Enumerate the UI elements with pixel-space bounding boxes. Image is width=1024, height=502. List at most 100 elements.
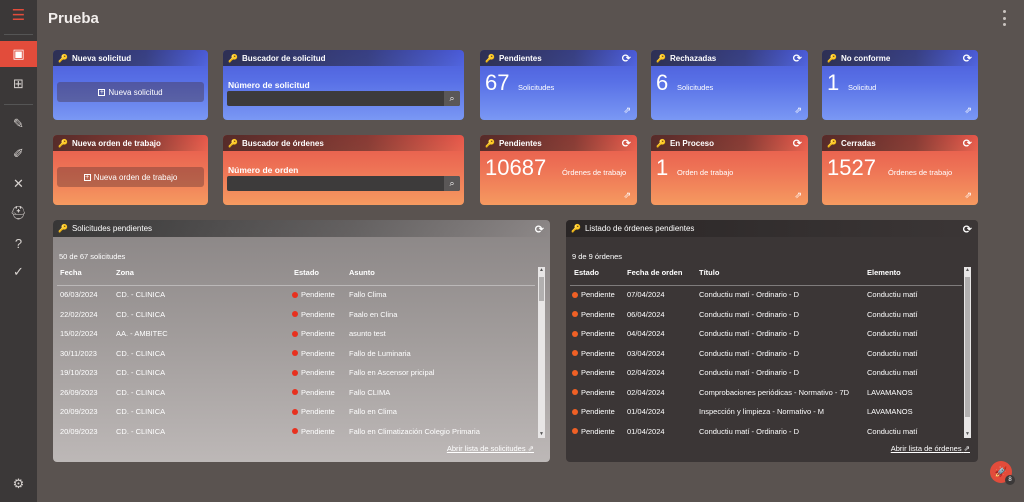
table-row[interactable]: 20/09/2023 CD. - CLINICA Pendiente Fallo en… <box>53 403 550 422</box>
table-row[interactable]: 22/02/2024 CD. - CLINICA Pendiente Faalo en… <box>53 306 550 325</box>
table-cell: Conductiu matí <box>867 349 917 358</box>
new-order-button[interactable]: + Nueva orden de trabajo <box>57 167 204 187</box>
table-row[interactable]: 06/03/2024 CD. - CLINICA Pendiente Fallo Cl… <box>53 286 550 305</box>
status-dot <box>292 311 298 317</box>
more-options-icon[interactable] <box>1000 10 1008 26</box>
cell-text: 30/11/2023 <box>60 348 97 358</box>
search-icon[interactable]: ⌕ <box>444 176 460 191</box>
table-row[interactable]: 15/02/2024 AA. - AMBITEC Pendiente asunto t… <box>53 325 550 344</box>
table-cell: Pendiente <box>292 349 335 358</box>
table-row[interactable]: Pendiente 02/04/2024 Conductiu matí - Ordi… <box>566 364 978 383</box>
open-requests-link[interactable]: Abrir lista de solicitudes ⇗ <box>447 444 534 453</box>
table-row[interactable]: 20/09/2023 CD. - CLINICA Pendiente Fallo en… <box>53 423 550 442</box>
new-request-button[interactable]: + Nueva solicitud <box>57 82 204 102</box>
column-header[interactable]: Estado <box>574 268 600 277</box>
table-row[interactable]: 26/09/2023 CD. - CLINICA Pendiente Fallo CL… <box>53 384 550 403</box>
table-row[interactable]: Pendiente 04/04/2024 Conductiu matí - Ordi… <box>566 325 978 344</box>
search-icon[interactable]: ⌕ <box>444 91 460 106</box>
requests-table: Fecha Zona Estado Asunto 06/03/2024 CD. -… <box>53 268 550 438</box>
orders-scrollbar[interactable]: ▲ ▼ <box>964 267 971 438</box>
key-icon: 🔑 <box>228 53 238 63</box>
order-number-input[interactable]: ⌕ <box>227 176 460 191</box>
nonconforming-requests-card[interactable]: 🔑 No conforme ⟳ 1 Solicitud ⇗ <box>822 50 978 120</box>
scroll-thumb[interactable] <box>539 277 544 301</box>
table-cell: 06/03/2024 <box>60 290 98 299</box>
column-header[interactable]: Asunto <box>349 268 375 277</box>
table-row[interactable]: Pendiente 06/04/2024 Conductiu matí - Ordi… <box>566 306 978 325</box>
refresh-icon[interactable]: ⟳ <box>962 224 972 236</box>
table-row[interactable]: Pendiente 01/04/2024 Inspección y limpieza… <box>566 403 978 422</box>
cell-text: Fallo en Clima <box>349 407 397 416</box>
table-row[interactable]: Pendiente 03/04/2024 Conductiu matí - Ordi… <box>566 345 978 364</box>
refresh-icon[interactable]: ⟳ <box>962 53 972 65</box>
cell-text: Pendiente <box>581 387 615 397</box>
table-cell: Conductiu matí - Ordinario - D <box>699 290 799 299</box>
table-cell: 01/04/2024 <box>627 407 665 416</box>
table-cell: Fallo en Clima <box>349 407 397 416</box>
layout-icon[interactable]: ▣ <box>0 41 37 67</box>
refresh-icon[interactable]: ⟳ <box>962 138 972 150</box>
scroll-down-icon[interactable]: ▼ <box>965 431 970 437</box>
open-orders-link[interactable]: Abrir lista de órdenes ⇗ <box>891 444 970 453</box>
gear-icon[interactable]: ⚙ <box>12 476 25 491</box>
closed-orders-card[interactable]: 🔑 Cerradas ⟳ 1527 Órdenes de trabajo ⇗ <box>822 135 978 205</box>
scroll-down-icon[interactable]: ▼ <box>539 431 544 437</box>
refresh-icon[interactable]: ⟳ <box>792 138 802 150</box>
cell-text: 01/04/2024 <box>627 407 665 416</box>
refresh-icon[interactable]: ⟳ <box>534 224 544 236</box>
external-link-icon[interactable]: ⇗ <box>623 190 631 200</box>
refresh-icon[interactable]: ⟳ <box>792 53 802 65</box>
refresh-icon[interactable]: ⟳ <box>621 53 631 65</box>
cell-text: Conductiu matí - Ordinario - D <box>699 426 800 436</box>
external-link-icon[interactable]: ⇗ <box>794 190 802 200</box>
check-circle-icon[interactable]: ✓ <box>13 264 24 279</box>
status-dot <box>292 330 298 337</box>
pending-requests-card[interactable]: 🔑 Pendientes ⟳ 67 Solicitudes ⇗ <box>480 50 637 120</box>
column-header[interactable]: Zona <box>116 268 134 277</box>
table-cell: Pendiente <box>572 407 615 416</box>
scroll-up-icon[interactable]: ▲ <box>539 267 544 273</box>
column-header[interactable]: Fecha <box>60 268 82 277</box>
column-header[interactable]: Elemento <box>867 268 901 277</box>
count-value: 6 <box>656 70 669 95</box>
table-row[interactable]: Pendiente 01/04/2024 Conductiu matí - Ordi… <box>566 423 978 442</box>
cell-text: Pendiente <box>581 329 615 338</box>
count-value: 1 <box>656 155 669 180</box>
rejected-requests-card[interactable]: 🔑 Rechazadas ⟳ 6 Solicitudes ⇗ <box>651 50 808 120</box>
table-row[interactable]: Pendiente 07/04/2024 Conductiu matí - Ordi… <box>566 286 978 305</box>
table-cell: 07/04/2024 <box>627 290 665 299</box>
grid-icon[interactable]: ⊞ <box>13 76 24 91</box>
table-cell: 02/04/2024 <box>627 388 665 397</box>
column-header[interactable]: Estado <box>294 268 320 277</box>
table-row[interactable]: Pendiente 02/04/2024 Comprobaciones periód… <box>566 384 978 403</box>
table-cell: Conductiu matí - Ordinario - D <box>699 329 799 338</box>
help-icon[interactable]: ? <box>14 235 23 251</box>
tools-icon[interactable]: ✕ <box>13 176 24 191</box>
pending-orders-card[interactable]: 🔑 Pendientes ⟳ 10687 Órdenes de trabajo ⇗ <box>480 135 637 205</box>
brush-icon[interactable]: ✐ <box>13 146 24 161</box>
sidebar-divider <box>4 104 33 105</box>
external-link-icon[interactable]: ⇗ <box>964 105 972 115</box>
status-dot <box>572 428 578 434</box>
requests-scrollbar[interactable]: ▲ ▼ <box>538 267 545 438</box>
in-process-orders-card[interactable]: 🔑 En Proceso ⟳ 1 Orden de trabajo ⇗ <box>651 135 808 205</box>
table-cell: Pendiente <box>572 310 615 319</box>
column-header[interactable]: Fecha de orden <box>627 268 683 277</box>
helmet-icon[interactable]: ⛑ <box>10 205 27 220</box>
wrench-icon[interactable]: ✎ <box>13 116 24 131</box>
scroll-up-icon[interactable]: ▲ <box>965 267 970 273</box>
menu-icon[interactable]: ☰ <box>11 7 26 24</box>
column-header[interactable]: Título <box>699 268 720 277</box>
refresh-icon[interactable]: ⟳ <box>621 138 631 150</box>
external-link-icon[interactable]: ⇗ <box>964 190 972 200</box>
cell-text: 15/02/2024 <box>60 329 98 338</box>
new-order-card: 🔑 Nueva orden de trabajo + Nueva orden de … <box>53 135 208 205</box>
request-number-input[interactable]: ⌕ <box>227 91 460 106</box>
external-link-icon[interactable]: ⇗ <box>794 105 802 115</box>
external-link-icon[interactable]: ⇗ <box>623 105 631 115</box>
table-cell: CD. - CLINICA <box>116 388 165 397</box>
link-label: Abrir lista de órdenes <box>890 444 962 453</box>
table-row[interactable]: 30/11/2023 CD. - CLINICA Pendiente Fallo de… <box>53 345 550 364</box>
scroll-thumb[interactable] <box>965 277 970 417</box>
table-row[interactable]: 19/10/2023 CD. - CLINICA Pendiente Fallo en… <box>53 364 550 383</box>
